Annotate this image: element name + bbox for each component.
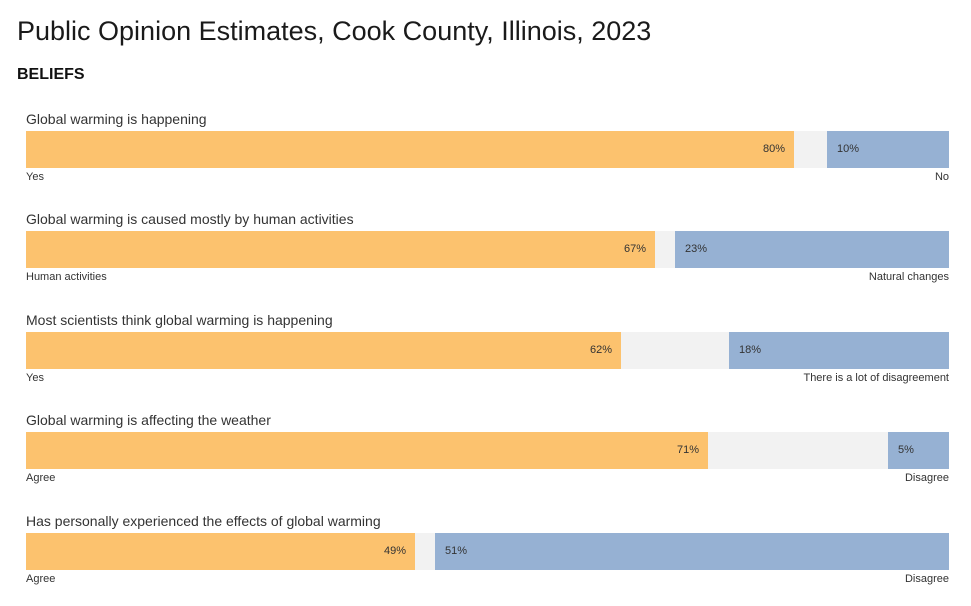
value-label-left: 80% [762,143,785,155]
bar-track: 49% 51% [26,533,949,570]
bar-track: 67% 23% [26,231,949,268]
end-label-right: There is a lot of disagreement [803,372,949,384]
question-label: Most scientists think global warming is … [26,312,333,328]
value-label-left: 49% [383,545,406,557]
bar-segment-right [435,533,949,570]
value-label-right: 18% [739,344,762,356]
end-label-right: No [934,171,949,183]
end-label-left: Agree [26,573,56,585]
bar-segment-left [26,231,655,268]
end-label-left: Yes [26,372,44,384]
bar-track: 62% 18% [26,332,949,369]
question-label: Has personally experienced the effects o… [26,513,381,529]
bar-item: Global warming is affecting the weather 7… [26,412,949,492]
bar-track: 71% 5% [26,432,949,469]
end-label-left: Human activities [26,271,107,283]
bar-segment-right [827,131,949,168]
end-label-left: Yes [26,171,44,183]
value-label-left: 71% [676,444,699,456]
end-label-left: Agree [26,472,56,484]
bar-segment-right [729,332,949,369]
chart-title: Public Opinion Estimates, Cook County, I… [17,16,652,46]
end-label-right: Disagree [904,573,949,585]
bar-segment-right [888,432,949,469]
bar-segment-left [26,131,794,168]
end-label-right: Natural changes [868,271,949,283]
question-label: Global warming is affecting the weather [26,412,271,428]
value-label-left: 67% [623,243,646,255]
bar-segment-left [26,432,708,469]
bar-item: Global warming is caused mostly by human… [26,211,949,291]
value-label-right: 51% [445,545,468,557]
question-label: Global warming is happening [26,111,207,127]
bar-item: Has personally experienced the effects o… [26,513,949,593]
question-label: Global warming is caused mostly by human… [26,211,354,227]
section-heading: BELIEFS [17,66,85,83]
value-label-left: 62% [589,344,612,356]
value-label-right: 23% [685,243,708,255]
value-label-right: 10% [837,143,860,155]
value-label-right: 5% [898,444,914,456]
bar-segment-left [26,332,621,369]
bar-item: Global warming is happening 80% 10% Yes No [26,111,949,191]
bar-segment-right [675,231,949,268]
bar-segment-left [26,533,415,570]
bar-item: Most scientists think global warming is … [26,312,949,392]
end-label-right: Disagree [904,472,949,484]
bar-track: 80% 10% [26,131,949,168]
